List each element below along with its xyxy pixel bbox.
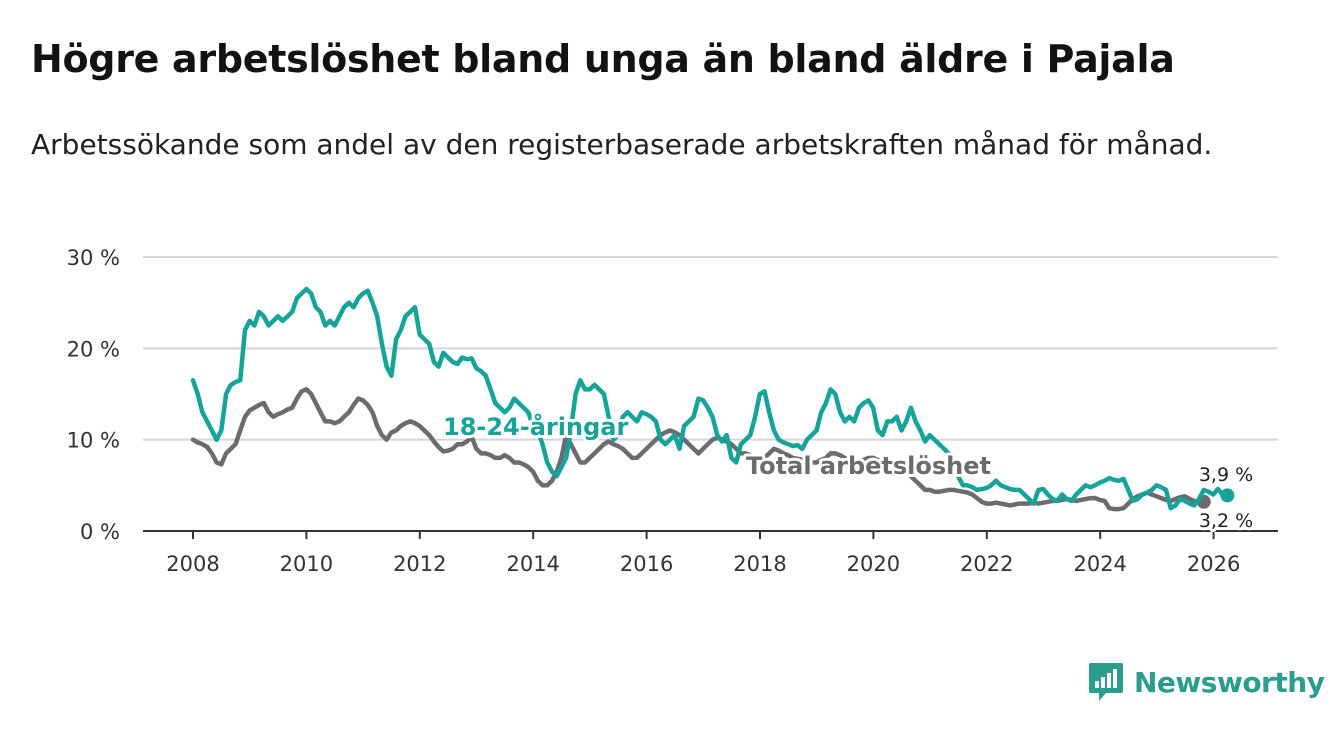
series-end-dot-youth — [1220, 488, 1235, 503]
y-axis-ticks: 0 % 10 % 20 % 30 % — [67, 246, 120, 544]
x-tick-label: 2014 — [506, 552, 559, 576]
label-total-text: Total arbetslöshet — [746, 452, 991, 480]
chart-subtitle: Arbetssökande som andel av den registerb… — [31, 128, 1213, 161]
label-youth-text: 18-24-åringar — [443, 412, 628, 441]
x-tick-label: 2016 — [620, 552, 673, 576]
series-lines — [190, 286, 1235, 512]
x-tick-label: 2022 — [960, 552, 1013, 576]
x-tick-label: 2012 — [393, 552, 446, 576]
x-tick-label: 2026 — [1187, 552, 1240, 576]
series-line-youth — [190, 286, 1230, 511]
end-label-youth-text: 3,9 % — [1199, 464, 1253, 486]
end-label-total-halo: 3,2 % — [1199, 510, 1253, 532]
newsworthy-brand[interactable]: Newsworthy — [1088, 660, 1325, 704]
y-tick-label: 10 % — [67, 429, 120, 453]
y-tick-label: 0 % — [80, 520, 120, 544]
end-label-total-text: 3,2 % — [1199, 510, 1253, 532]
end-label-youth-halo: 3,9 % — [1199, 464, 1253, 486]
brand-name: Newsworthy — [1134, 665, 1325, 699]
newsworthy-logo-icon — [1089, 663, 1123, 701]
end-label-total: 3,2 %3,2 % — [1196, 507, 1256, 535]
label-youth-halo: 18-24-åringar — [443, 412, 628, 441]
x-tick-label: 2010 — [280, 552, 333, 576]
x-tick-label: 2024 — [1073, 552, 1126, 576]
end-label-youth: 3,9 %3,9 % — [1196, 461, 1256, 489]
y-tick-label: 20 % — [67, 337, 120, 361]
x-tick-label: 2020 — [847, 552, 900, 576]
x-tick-label: 2008 — [166, 552, 219, 576]
chart-title: Högre arbetslöshet bland unga än bland ä… — [31, 37, 1175, 81]
x-tick-label: 2018 — [733, 552, 786, 576]
label-total-halo: Total arbetslöshet — [746, 452, 991, 480]
x-axis: 2008 2010 2012 2014 2016 2018 2020 2022 2024 2026 — [143, 530, 1278, 576]
y-tick-label: 30 % — [67, 246, 120, 270]
